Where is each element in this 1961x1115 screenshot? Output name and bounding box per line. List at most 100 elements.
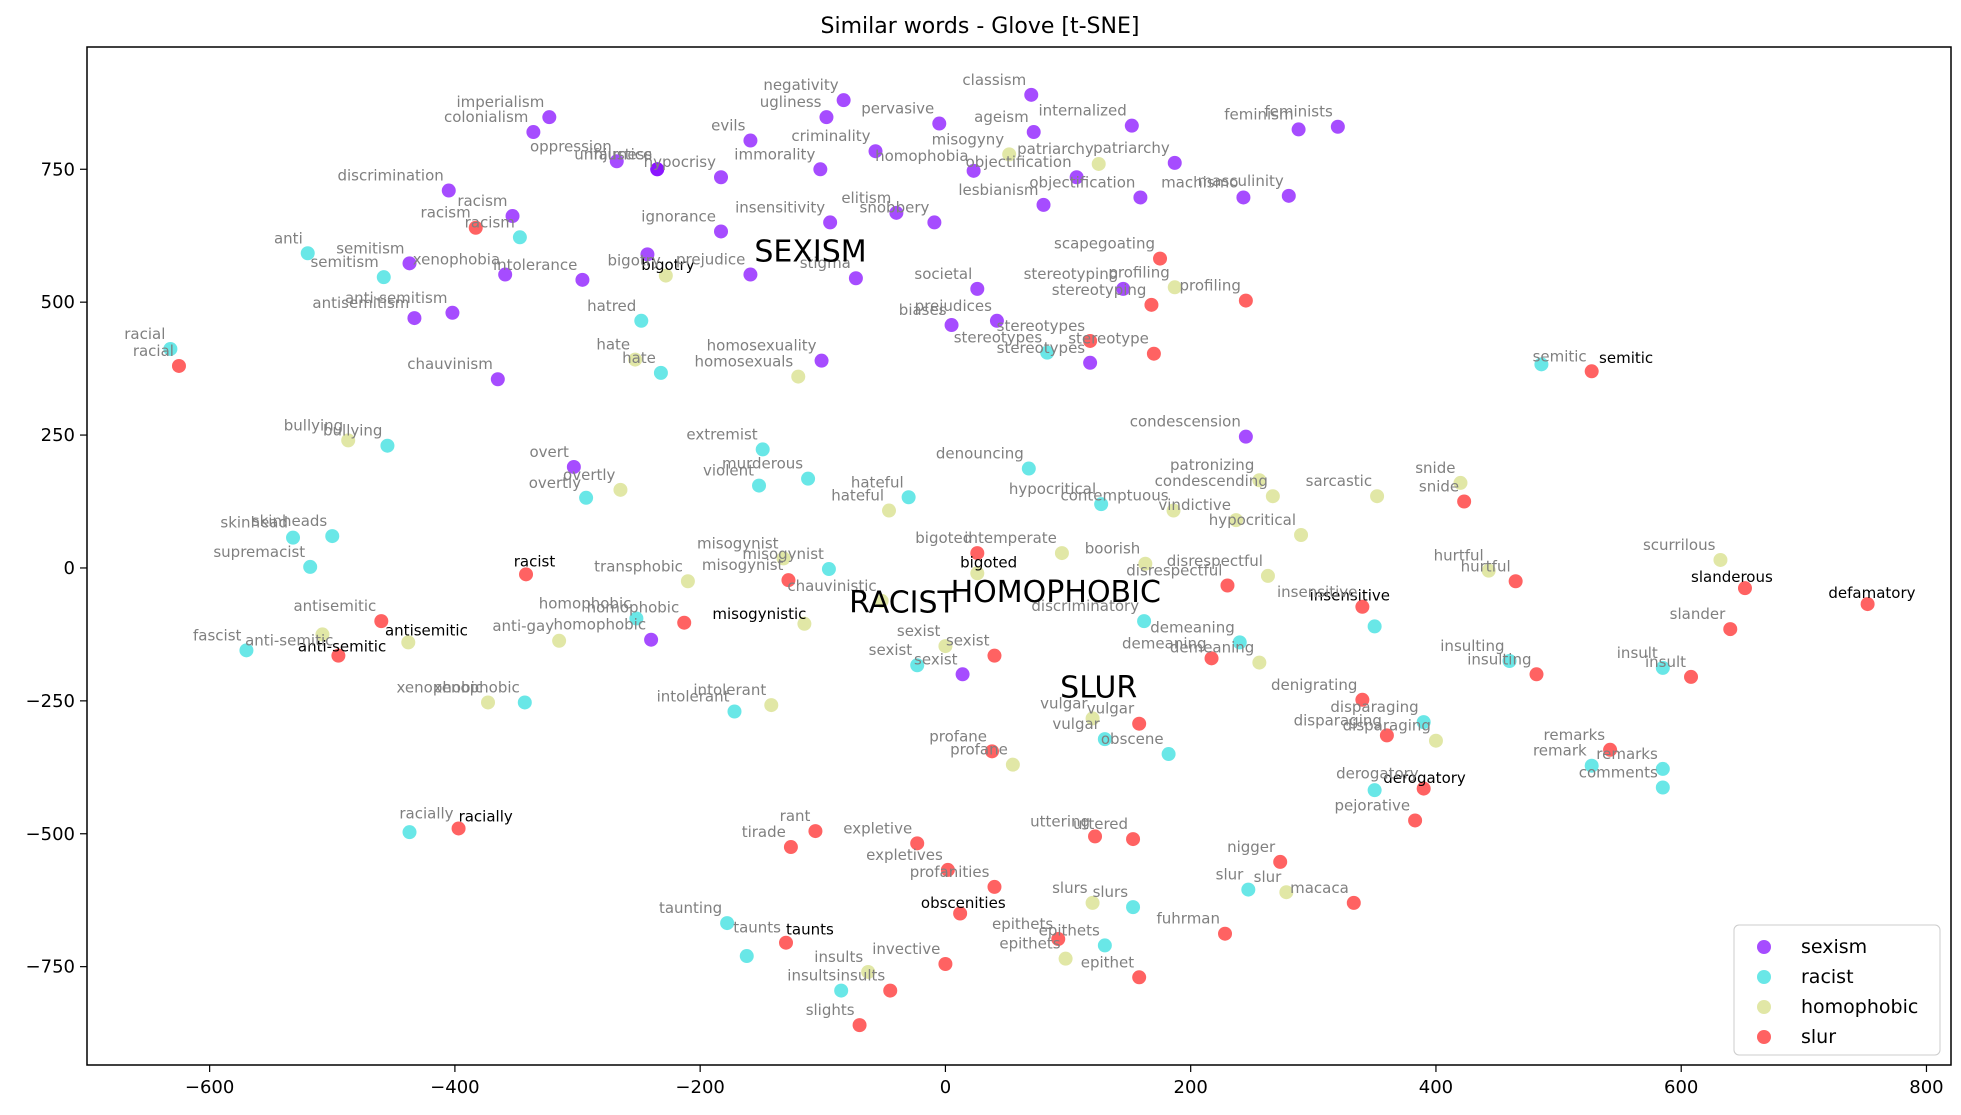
point-label: hypocritical bbox=[1209, 511, 1296, 529]
point-label: snide bbox=[1415, 459, 1455, 477]
point-label: prejudice bbox=[676, 251, 745, 269]
x-tick-label: 400 bbox=[1419, 1077, 1453, 1098]
legend-item-racist: racist bbox=[1757, 966, 1854, 988]
point-homophobic bbox=[680, 574, 695, 589]
point-homophobic bbox=[1453, 475, 1468, 490]
point-homophobic bbox=[1138, 556, 1153, 571]
point-label: anti-semitic bbox=[245, 632, 333, 650]
point-label: insult bbox=[1645, 653, 1686, 671]
point-sexism bbox=[1124, 118, 1139, 133]
legend-label: homophobic bbox=[1801, 996, 1918, 1018]
point-sexism bbox=[944, 318, 959, 333]
point-slur bbox=[1220, 578, 1235, 593]
point-label: insults bbox=[814, 948, 863, 966]
point-label: condescending bbox=[1155, 472, 1268, 490]
point-label: homosexuality bbox=[707, 337, 817, 355]
point-label: denigrating bbox=[1271, 676, 1357, 694]
point-homophobic bbox=[1054, 546, 1069, 561]
y-tick-label: 750 bbox=[41, 159, 75, 180]
point-label: misogyny bbox=[932, 130, 1005, 148]
point-sexism bbox=[1036, 197, 1051, 212]
point-racist bbox=[1367, 783, 1382, 798]
point-slur bbox=[781, 573, 796, 588]
point-label: overtly bbox=[529, 474, 581, 492]
point-homophobic bbox=[1294, 528, 1309, 543]
point-label: homosexuals bbox=[694, 353, 793, 371]
point-label: stereotypes bbox=[997, 339, 1086, 357]
point-label: imperialism bbox=[456, 93, 544, 111]
point-homophobic bbox=[1252, 655, 1267, 670]
point-racist bbox=[629, 611, 644, 626]
point-homophobic bbox=[1428, 733, 1443, 748]
point-slur bbox=[987, 648, 1002, 663]
point-slur bbox=[938, 956, 953, 971]
point-label: antisemitic bbox=[293, 597, 376, 615]
y-axis: −750 −500 −250 0 250 500 750 bbox=[26, 159, 87, 978]
point-sexism bbox=[813, 162, 828, 177]
point-sexism bbox=[1281, 188, 1296, 203]
point-label: homophobic bbox=[587, 599, 680, 617]
point-label: misogynist bbox=[702, 556, 784, 574]
point-sexism bbox=[575, 272, 590, 287]
point-label: antisemitism bbox=[312, 294, 409, 312]
point-homophobic bbox=[938, 639, 953, 654]
y-tick-label: −250 bbox=[26, 691, 75, 712]
point-label: bullying bbox=[284, 416, 343, 434]
point-label: insensitive bbox=[1310, 587, 1390, 605]
point-label: injustice bbox=[590, 145, 653, 163]
point-slur bbox=[1723, 622, 1738, 637]
point-label: internalized bbox=[1038, 102, 1126, 120]
point-label: racial bbox=[124, 325, 165, 343]
point-homophobic bbox=[1005, 757, 1020, 772]
point-sexism bbox=[889, 205, 904, 220]
point-label: hurtful bbox=[1461, 557, 1511, 575]
point-label: intemperate bbox=[964, 529, 1057, 547]
group-label: SLUR bbox=[1060, 671, 1137, 706]
point-label: ignorance bbox=[641, 207, 716, 225]
point-label: xenophobia bbox=[413, 251, 500, 269]
point-label: machismo bbox=[1161, 173, 1238, 191]
point-sexism bbox=[441, 183, 456, 198]
point-label: biases bbox=[899, 301, 947, 319]
point-label: semitism bbox=[310, 253, 378, 271]
point-racist bbox=[1126, 900, 1141, 915]
point-label: racism bbox=[421, 204, 471, 222]
point-label: demeaning bbox=[1122, 634, 1207, 652]
point-sexism bbox=[542, 110, 557, 125]
point-slur bbox=[953, 906, 968, 921]
point-homophobic bbox=[1229, 513, 1244, 528]
point-label: vulgar bbox=[1087, 700, 1135, 718]
point-label: profiling bbox=[1180, 277, 1241, 295]
point-sexism bbox=[714, 224, 729, 239]
point-racist bbox=[376, 270, 391, 285]
point-homophobic bbox=[628, 352, 643, 367]
point-slur bbox=[519, 567, 534, 582]
point-homophobic bbox=[1713, 552, 1728, 567]
point-slur bbox=[1153, 251, 1168, 266]
point-label: expletive bbox=[843, 819, 912, 837]
point-racist bbox=[512, 230, 527, 245]
point-slur bbox=[1860, 597, 1875, 612]
point-label: slights bbox=[806, 1001, 855, 1019]
point-label: vulgar bbox=[1040, 694, 1088, 712]
point-label: obscenities bbox=[921, 894, 1006, 912]
point-label: stereotyping bbox=[1052, 281, 1147, 299]
point-sexism bbox=[814, 353, 829, 368]
point-label: slur bbox=[1216, 866, 1244, 884]
point-racist bbox=[821, 562, 836, 577]
point-label: hurtful bbox=[1434, 547, 1484, 565]
point-slur bbox=[1132, 970, 1147, 985]
legend: sexism racist homophobic slur bbox=[1733, 924, 1941, 1056]
point-slur bbox=[1132, 716, 1147, 731]
point-label: slurs bbox=[1093, 883, 1129, 901]
point-label: remarks bbox=[1596, 745, 1658, 763]
point-homophobic bbox=[1166, 503, 1181, 518]
point-slur bbox=[883, 983, 898, 998]
point-sexism bbox=[989, 313, 1004, 328]
point-slur bbox=[940, 862, 955, 877]
point-slur bbox=[1355, 599, 1370, 614]
point-label: bigoted bbox=[960, 554, 1017, 572]
point-label: anti bbox=[274, 229, 303, 247]
point-racist bbox=[1040, 345, 1055, 360]
